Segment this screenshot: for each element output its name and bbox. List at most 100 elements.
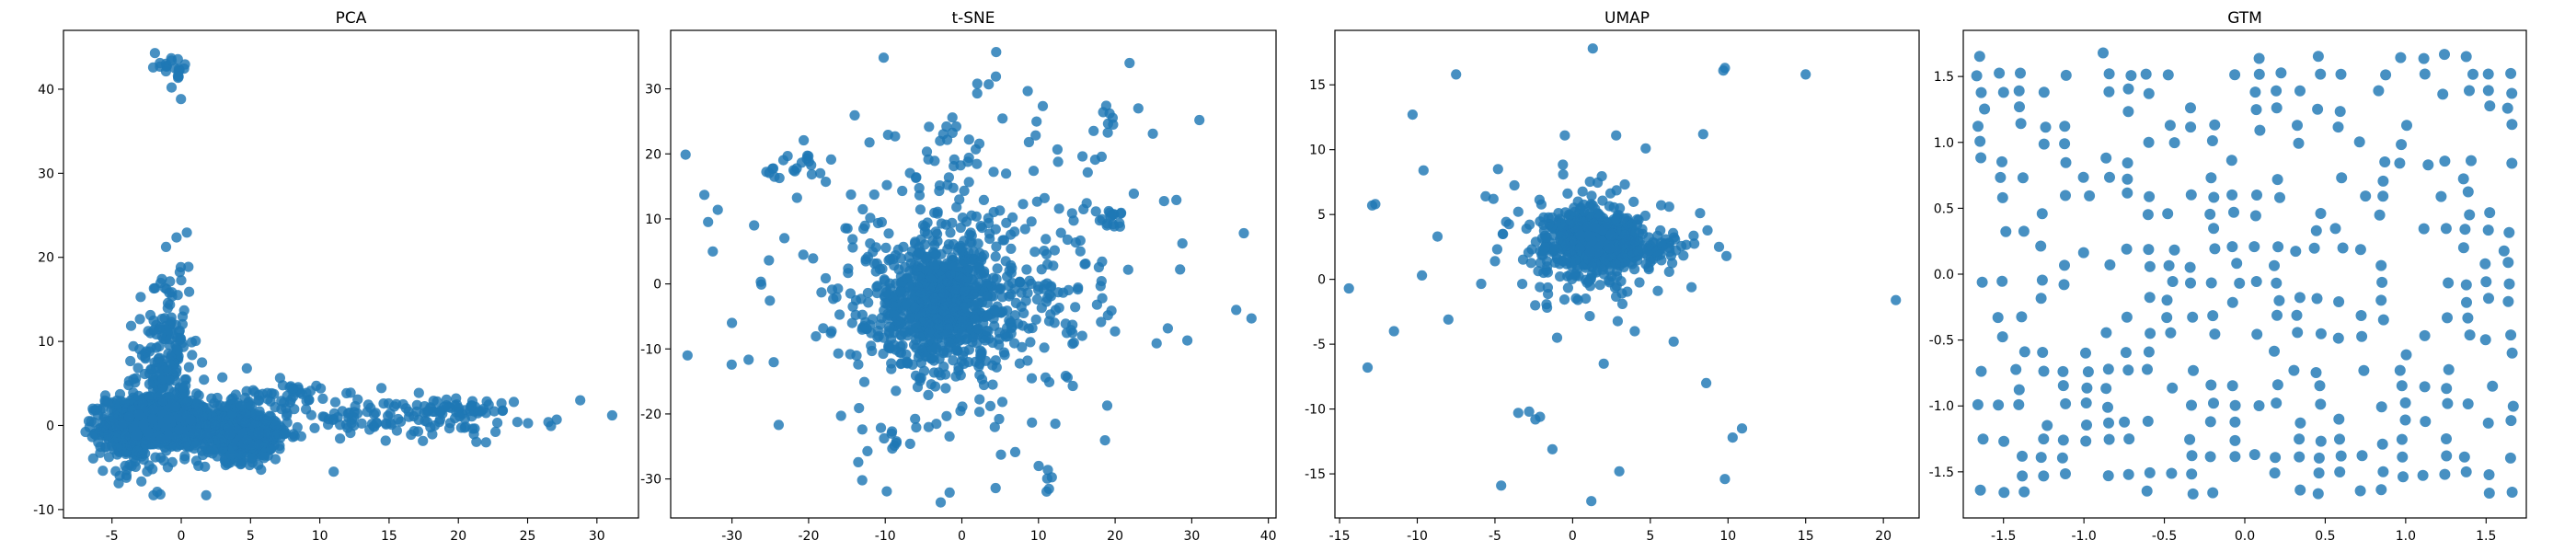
scatter-point [2479, 334, 2491, 346]
scatter-point [2162, 69, 2174, 81]
scatter-point [444, 418, 455, 429]
scatter-point [2464, 85, 2475, 97]
scatter-point [828, 293, 839, 305]
scatter-point [2484, 207, 2496, 219]
scatter-point [931, 419, 942, 430]
scatter-point [866, 340, 877, 351]
scatter-point [2294, 451, 2306, 463]
scatter-point [2484, 100, 2496, 112]
scatter-point [378, 398, 389, 409]
scatter-point [1581, 277, 1593, 288]
scatter-point [834, 309, 845, 320]
scatter-point [1581, 293, 1592, 305]
panel-tsne: t-SNE -30 -20 -10 0 10 20 30 40 -30 -20 -10 0 10 20 30 [640, 9, 1277, 544]
scatter-point [2205, 277, 2217, 289]
scatter-point [309, 422, 320, 433]
scatter-point [1147, 128, 1158, 139]
scatter-point [1974, 135, 1986, 147]
scatter-point [1041, 248, 1052, 259]
scatter-point [2144, 466, 2156, 478]
scatter-point [2229, 399, 2241, 411]
scatter-point [942, 179, 953, 190]
scatter-point [1037, 100, 1049, 111]
scatter-point [2360, 190, 2372, 202]
scatter-point [924, 327, 935, 338]
scatter-point [2400, 349, 2412, 361]
panel-umap: UMAP -15 -10 -5 0 5 10 15 20 -15 -10 -5 0 5 10 15 [1305, 9, 1920, 544]
scatter-point [2103, 68, 2115, 80]
scatter-point [1535, 411, 1546, 422]
scatter-point [1080, 259, 1091, 270]
y-tick-label: 10 [645, 213, 661, 227]
scatter-point [182, 396, 193, 407]
scatter-point [1488, 193, 1499, 204]
scatter-point [2037, 347, 2049, 358]
scatter-point [2060, 397, 2072, 409]
scatter-point [973, 323, 984, 335]
scatter-point [1480, 190, 1491, 201]
scatter-point [1586, 496, 1597, 507]
scatter-point [2418, 223, 2430, 235]
scatter-point [821, 177, 832, 188]
scatter-point [198, 439, 209, 450]
scatter-point [972, 338, 983, 349]
scatter-point [1676, 240, 1687, 252]
scatter-point [492, 418, 503, 429]
x-tick-label: 0.0 [2235, 529, 2255, 544]
scatter-point [2335, 68, 2347, 80]
scatter-point [2460, 51, 2472, 63]
scatter-point [2271, 309, 2283, 321]
scatter-point [881, 179, 892, 190]
scatter-point [1582, 221, 1593, 232]
scatter-point [925, 273, 937, 284]
scatter-point [184, 286, 195, 297]
scatter-point [726, 359, 737, 370]
scatter-point [2377, 466, 2389, 477]
scatter-point [2377, 175, 2389, 187]
scatter-point [853, 359, 864, 370]
scatter-point [1575, 230, 1586, 241]
scatter-point [2122, 157, 2133, 169]
x-tick-label: -20 [798, 529, 819, 544]
scatter-point [1095, 281, 1106, 292]
scatter-point [1622, 286, 1633, 297]
scatter-point [2207, 487, 2219, 499]
scatter-point [490, 426, 501, 437]
scatter-point [197, 357, 208, 368]
scatter-point [2419, 329, 2431, 341]
scatter-point [2507, 400, 2519, 412]
x-tick-label: 15 [1798, 529, 1814, 544]
scatter-point [2122, 364, 2134, 376]
scatter-point [1091, 299, 1102, 310]
scatter-point [2017, 470, 2029, 482]
scatter-point [1065, 325, 1076, 336]
scatter-point [219, 411, 230, 422]
scatter-point [891, 385, 902, 397]
scatter-point [210, 420, 221, 431]
scatter-point [143, 427, 154, 438]
scatter-point [2167, 382, 2179, 394]
scatter-point [2104, 171, 2115, 183]
scatter-point [2442, 312, 2453, 324]
scatter-point [98, 466, 109, 477]
scatter-point [983, 79, 995, 90]
x-tick-label: 0 [178, 529, 186, 544]
scatter-point [2144, 190, 2156, 202]
scatter-point [1122, 264, 1133, 275]
scatter-point [1597, 195, 1608, 206]
scatter-point [2377, 314, 2389, 326]
scatter-point [2231, 258, 2243, 270]
scatter-point [2168, 244, 2180, 256]
scatter-point [2329, 223, 2341, 235]
scatter-point [2249, 210, 2261, 222]
scatter-point [911, 334, 922, 346]
scatter-point [2015, 67, 2026, 79]
scatter-point [2441, 383, 2453, 395]
scatter-point [2294, 85, 2306, 97]
scatter-point [1107, 112, 1118, 123]
scatter-point [2315, 398, 2327, 410]
scatter-point [944, 314, 955, 325]
scatter-point [480, 437, 491, 448]
scatter-point [2013, 398, 2025, 410]
scatter-point [1609, 282, 1621, 293]
